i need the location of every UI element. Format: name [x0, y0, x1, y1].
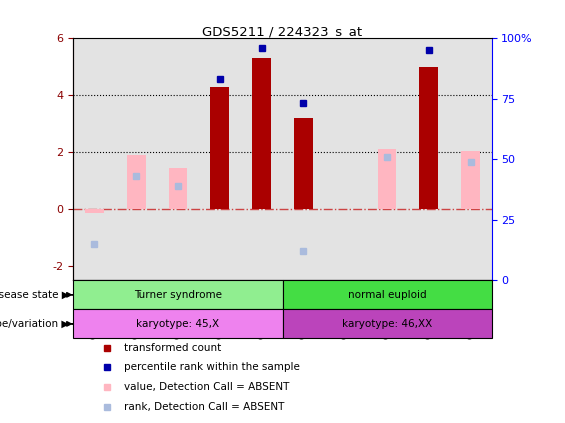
Bar [115, 38, 157, 280]
Bar [252, 58, 271, 209]
Text: percentile rank within the sample: percentile rank within the sample [124, 363, 299, 372]
Text: transformed count: transformed count [124, 343, 221, 352]
Bar [450, 38, 492, 280]
Text: rank, Detection Call = ABSENT: rank, Detection Call = ABSENT [124, 402, 284, 412]
Bar [282, 309, 492, 338]
Text: karyotype: 46,XX: karyotype: 46,XX [342, 319, 432, 329]
Bar [73, 280, 282, 309]
Bar [408, 38, 450, 280]
Text: GDS5211 / 224323_s_at: GDS5211 / 224323_s_at [202, 25, 363, 38]
Bar [85, 209, 104, 213]
Bar [377, 149, 397, 209]
Bar [294, 205, 313, 209]
Bar [282, 38, 324, 280]
Bar [461, 151, 480, 209]
Bar [294, 118, 313, 209]
Text: genotype/variation ▶: genotype/variation ▶ [0, 319, 69, 329]
Text: normal euploid: normal euploid [347, 290, 427, 300]
Bar [127, 155, 146, 209]
Text: disease state ▶: disease state ▶ [0, 290, 69, 300]
Bar [241, 38, 282, 280]
Bar [324, 38, 366, 280]
Bar [366, 38, 408, 280]
Bar [282, 280, 492, 309]
Bar [168, 168, 188, 209]
Bar [199, 38, 241, 280]
Text: Turner syndrome: Turner syndrome [134, 290, 222, 300]
Bar [419, 66, 438, 209]
Bar [73, 38, 115, 280]
Bar [157, 38, 199, 280]
Bar [210, 87, 229, 209]
Text: karyotype: 45,X: karyotype: 45,X [136, 319, 220, 329]
Text: value, Detection Call = ABSENT: value, Detection Call = ABSENT [124, 382, 289, 392]
Bar [73, 309, 282, 338]
